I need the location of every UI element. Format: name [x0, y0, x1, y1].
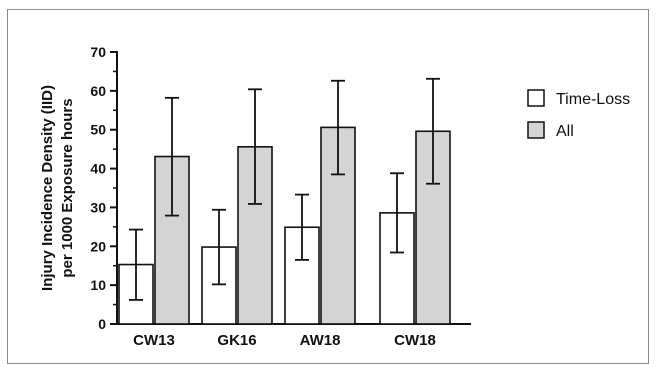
x-tick-label: CW13 — [133, 332, 175, 349]
bars — [118, 126, 451, 325]
y-tick-label: 0 — [98, 316, 106, 332]
legend-swatch-time-loss — [527, 89, 545, 107]
y-tick-label: 60 — [90, 83, 106, 99]
x-tick-label: AW18 — [300, 332, 341, 349]
y-axis-title-line-2: per 1000 Exposure hours — [59, 98, 76, 277]
y-tick-label: 20 — [90, 238, 106, 254]
x-tick-label: GK16 — [217, 332, 256, 349]
y-tick-label: 70 — [90, 44, 106, 60]
y-axis-title-line-1: Injury Incidence Density (IID) — [39, 85, 56, 291]
x-tick-label: CW18 — [394, 332, 436, 349]
y-tick-label: 30 — [90, 199, 106, 215]
error-bars — [129, 77, 440, 301]
legend-label-time-loss: Time-Loss — [556, 91, 630, 108]
y-tick-label: 50 — [90, 122, 106, 138]
y-tick-label: 10 — [90, 277, 106, 293]
legend-swatch-all — [527, 121, 545, 139]
legend-label-all: All — [556, 123, 574, 140]
y-axis-title: Injury Incidence Density (IID) per 1000 … — [39, 85, 76, 291]
legend: Time-Loss All — [527, 89, 630, 140]
y-tick-label: 40 — [90, 161, 106, 177]
